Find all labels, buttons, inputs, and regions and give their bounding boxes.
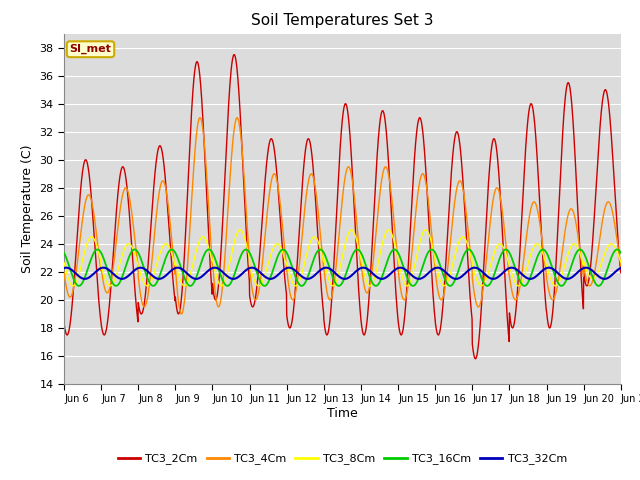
Y-axis label: Soil Temperature (C): Soil Temperature (C) — [20, 144, 34, 273]
Text: SI_met: SI_met — [70, 44, 111, 54]
Legend: TC3_2Cm, TC3_4Cm, TC3_8Cm, TC3_16Cm, TC3_32Cm: TC3_2Cm, TC3_4Cm, TC3_8Cm, TC3_16Cm, TC3… — [113, 449, 572, 469]
X-axis label: Time: Time — [327, 407, 358, 420]
Title: Soil Temperatures Set 3: Soil Temperatures Set 3 — [251, 13, 434, 28]
